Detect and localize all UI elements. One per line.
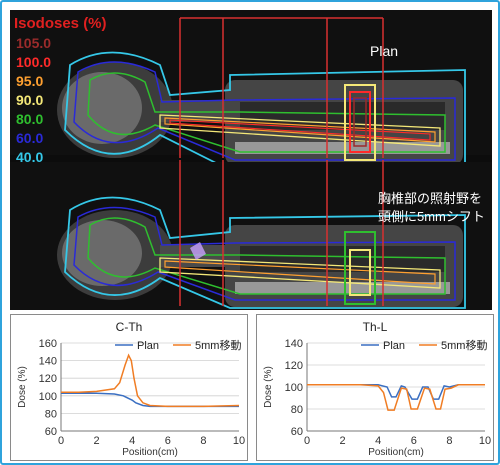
ct-image-plan xyxy=(10,10,492,171)
thl-xtick-2: 4 xyxy=(375,435,381,447)
thl-ytick-2: 100 xyxy=(285,382,303,394)
thl-xtick-4: 8 xyxy=(446,435,452,447)
thl-title: Th-L xyxy=(363,320,388,334)
chart-c-th-svg: C-Th 60 80 100 120 140 160 0 2 4 6 8 10 Position(cm) D… xyxy=(17,320,245,458)
cth-ytick-3: 120 xyxy=(39,373,57,385)
cth-series-1-line xyxy=(61,353,240,408)
cth-xtick-5: 10 xyxy=(233,435,245,447)
cth-ytick-2: 100 xyxy=(39,391,57,403)
cth-ytick-0: 60 xyxy=(45,426,57,438)
isodose-level-100: 100.0 xyxy=(16,54,52,70)
thl-series-1-line xyxy=(307,384,485,411)
chart-th-l: Th-L 60 80 100 120 140 0 2 4 6 8 10 Position(cm) Dose… xyxy=(256,314,494,461)
ct-image-shifted xyxy=(10,160,492,310)
cth-legend-label-1: 5mm移動 xyxy=(195,338,241,352)
thl-xlabel: Position(cm) xyxy=(368,447,424,458)
thl-xtick-5: 10 xyxy=(479,435,491,447)
cth-xtick-0: 0 xyxy=(58,435,64,447)
cth-series-0-line xyxy=(61,392,239,408)
cth-title: C-Th xyxy=(116,320,143,334)
cth-xtick-1: 2 xyxy=(94,435,100,447)
thl-xtick-1: 2 xyxy=(340,435,346,447)
shift-annotation: 胸椎部の照射野を頭側に5mmシフト xyxy=(378,191,485,224)
thl-ytick-3: 120 xyxy=(285,360,303,372)
cth-xlabel: Position(cm) xyxy=(122,447,178,458)
ct-dose-images: Isodoses (%) 105.0 100.0 95.0 90.0 80.0 … xyxy=(10,10,492,310)
thl-xtick-3: 6 xyxy=(411,435,417,447)
isodose-level-105: 105.0 xyxy=(16,35,52,51)
isodose-level-80: 80.0 xyxy=(16,111,44,127)
thl-legend-label-0: Plan xyxy=(383,340,405,352)
thl-xtick-0: 0 xyxy=(304,435,310,447)
isodose-legend: Isodoses (%) 105.0 100.0 95.0 90.0 80.0 … xyxy=(14,14,107,167)
isodose-level-95: 95.0 xyxy=(16,73,44,89)
thl-legend-label-1: 5mm移動 xyxy=(441,338,487,352)
isodose-legend-title: Isodoses (%) xyxy=(14,15,107,32)
cth-xtick-2: 4 xyxy=(129,435,135,447)
cth-ytick-4: 140 xyxy=(39,356,57,368)
chart-c-th: C-Th 60 80 100 120 140 160 0 2 4 6 8 10 Position(cm) D… xyxy=(10,314,248,461)
cth-legend-label-0: Plan xyxy=(137,340,159,352)
cth-xtick-3: 6 xyxy=(165,435,171,447)
isodose-level-60: 60.0 xyxy=(16,130,44,146)
cth-ytick-5: 160 xyxy=(39,338,57,350)
plan-annotation: Plan xyxy=(370,43,399,59)
isodose-level-40: 40.0 xyxy=(16,149,44,165)
chart-th-l-svg: Th-L 60 80 100 120 140 0 2 4 6 8 10 Position(cm) Dose… xyxy=(263,320,491,458)
cth-ylabel: Dose (%) xyxy=(17,366,28,408)
ct-dose-illustration xyxy=(10,10,492,310)
thl-ytick-1: 80 xyxy=(291,404,303,416)
thl-ylabel: Dose (%) xyxy=(263,366,274,408)
cth-xtick-4: 8 xyxy=(200,435,206,447)
cth-ytick-1: 80 xyxy=(45,408,57,420)
thl-ytick-0: 60 xyxy=(291,426,303,438)
isodose-level-90: 90.0 xyxy=(16,92,44,108)
thl-ytick-4: 140 xyxy=(285,338,303,350)
